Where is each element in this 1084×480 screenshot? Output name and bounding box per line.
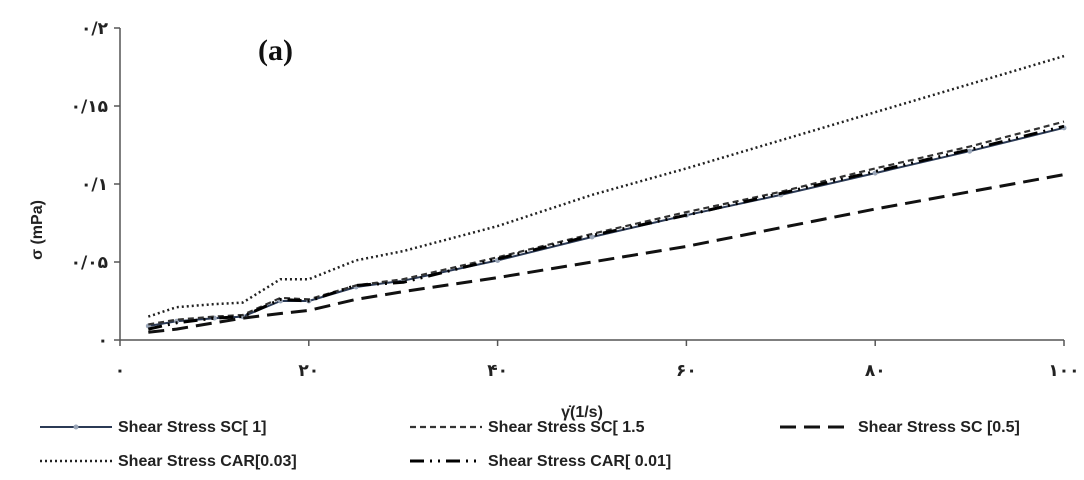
legend-marker <box>73 424 79 430</box>
legend-label: Shear Stress CAR[0.03] <box>118 453 297 470</box>
series-line-3 <box>147 54 1065 318</box>
y-tick-label: ۰/۱۵ <box>71 97 108 117</box>
x-axis-label: γ̇(1/s) <box>561 404 603 421</box>
series-point <box>589 234 595 240</box>
y-tick-label: ۰/۱ <box>81 175 108 195</box>
panel-label: (a) <box>258 34 293 67</box>
series-point <box>967 148 973 154</box>
x-tick-label: ۸۰ <box>865 361 886 381</box>
x-tick-label: ۱۰۰ <box>1048 361 1079 381</box>
y-axis-label: σ (mPa) <box>29 200 46 260</box>
x-tick-label: ۰ <box>115 361 125 381</box>
x-tick-label: ۶۰ <box>676 361 697 381</box>
series-line-0 <box>148 126 1065 327</box>
y-tick-label: ۰ <box>98 331 108 351</box>
series-point <box>174 318 180 324</box>
chart-ticks: ۰ ۰/۰۵ ۰/۱ ۰/۱۵ ۰/۲ ۰ ۲۰ ۴۰ ۶۰ ۸۰ ۱۰۰ <box>71 19 1080 381</box>
legend-label: Shear Stress SC[ 1.5 <box>488 419 645 436</box>
x-tick-label: ۴۰ <box>487 361 508 381</box>
legend-label: Shear Stress SC[ 1] <box>118 419 267 436</box>
legend-label: Shear Stress CAR[ 0.01] <box>488 453 671 470</box>
chart-axes <box>119 28 1064 341</box>
series-line-1 <box>148 120 1065 326</box>
x-tick-label: ۲۰ <box>298 361 319 381</box>
series-line-4 <box>147 124 1065 331</box>
series-line-2 <box>148 173 1065 334</box>
legend-label: Shear Stress SC [0.5] <box>858 419 1020 436</box>
y-tick-label: ۰/۲ <box>81 19 109 39</box>
chart-series-lines <box>145 54 1067 334</box>
y-tick-label: ۰/۰۵ <box>71 253 108 273</box>
chart-legend: Shear Stress SC[ 1] Shear Stress SC[ 1.5 S… <box>40 419 1020 470</box>
